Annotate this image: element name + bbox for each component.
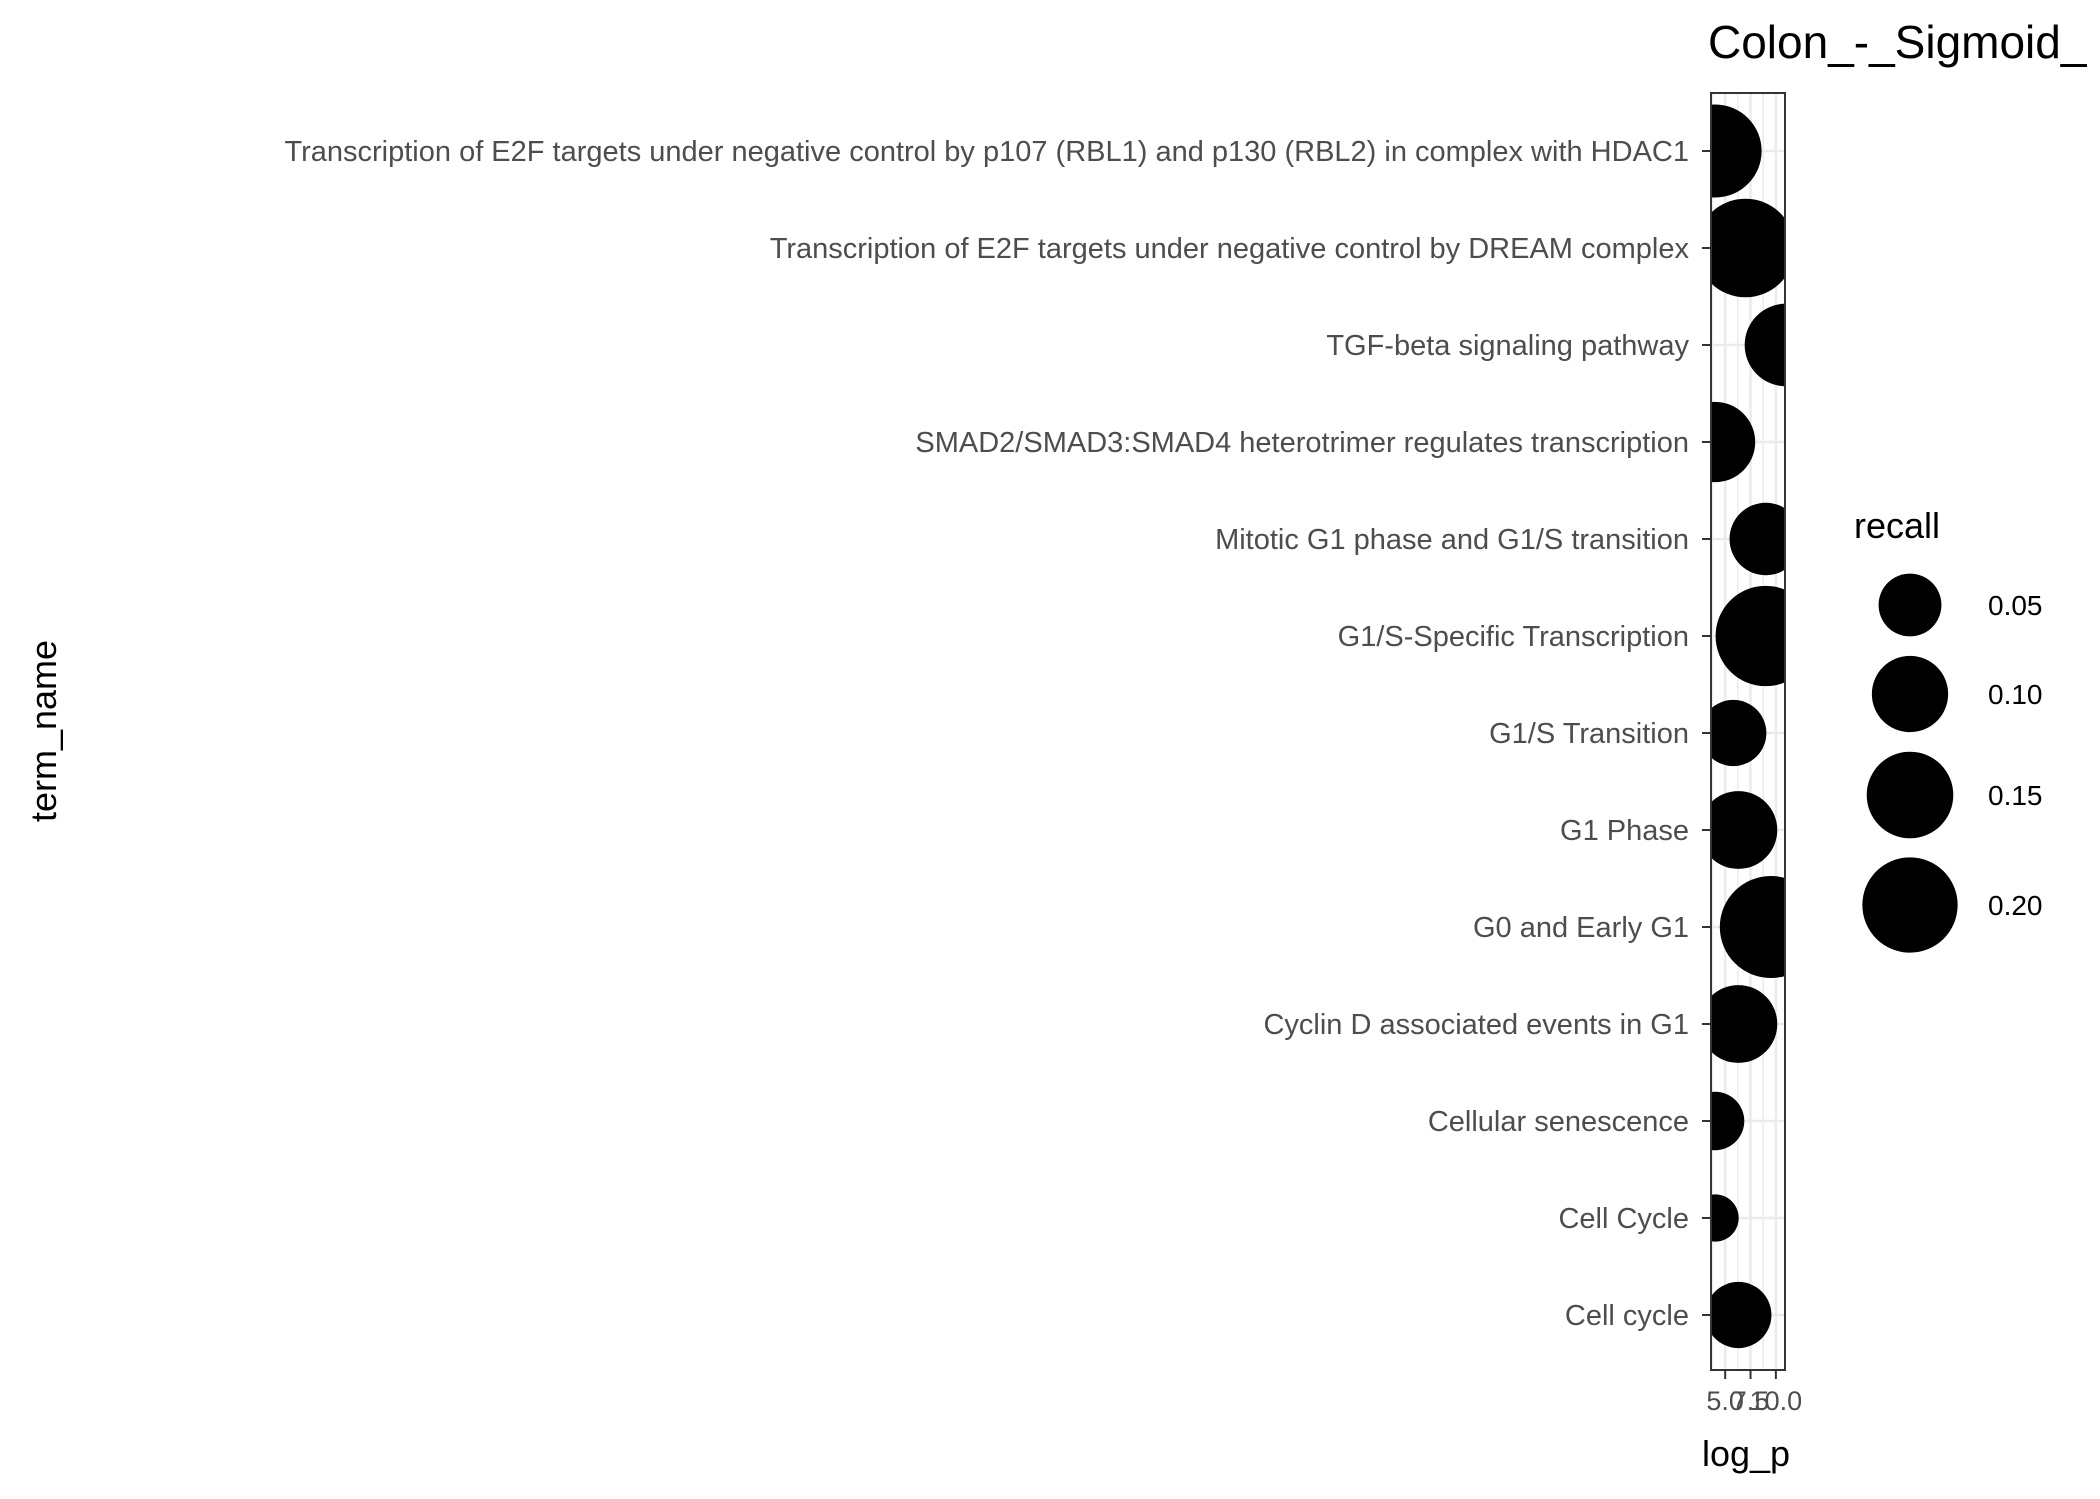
x-tick-label: 10.0 — [1750, 1386, 1803, 1416]
y-tick-label: Cell cycle — [1565, 1300, 1689, 1332]
y-tick-label: G1/S-Specific Transcription — [1338, 621, 1689, 653]
data-points — [1711, 104, 1785, 1349]
x-tick-label: 7.5 — [1732, 1386, 1770, 1416]
legend-label: 0.05 — [1988, 590, 2043, 621]
data-point — [1711, 1091, 1745, 1151]
y-tick-label: Cellular senescence — [1428, 1106, 1689, 1138]
x-tick-label: 5.0 — [1706, 1386, 1744, 1416]
panel-border — [1710, 92, 1786, 1371]
y-tick-label: Transcription of E2F targets under negat… — [284, 136, 1689, 168]
legend-key — [1866, 751, 1954, 839]
data-point — [1744, 303, 1785, 387]
x-axis-title: log_p — [1702, 1433, 1790, 1474]
y-axis-title: term_name — [23, 640, 64, 822]
data-point — [1715, 585, 1785, 687]
chart-title: Colon_-_Sigmoid_ — [1708, 16, 2088, 68]
legend-key — [1871, 655, 1949, 733]
data-point — [1711, 1281, 1772, 1349]
data-point — [1711, 401, 1756, 483]
data-point — [1711, 699, 1767, 767]
y-tick-label: Transcription of E2F targets under negat… — [770, 233, 1690, 265]
data-point — [1719, 876, 1785, 978]
legend-key — [1862, 857, 1958, 953]
legend-label: 0.20 — [1988, 890, 2043, 921]
legend-label: 0.15 — [1988, 780, 2043, 811]
y-axis-labels: Transcription of E2F targets under negat… — [284, 136, 1711, 1332]
y-tick-label: Cyclin D associated events in G1 — [1263, 1009, 1689, 1041]
data-point — [1711, 104, 1762, 198]
y-tick-label: G1 Phase — [1560, 815, 1689, 847]
legend: recall 0.05 0.10 0.15 0.20 — [1854, 505, 2043, 953]
y-tick-label: G0 and Early G1 — [1473, 912, 1689, 944]
legend-label: 0.10 — [1988, 679, 2043, 710]
legend-key — [1878, 573, 1942, 637]
legend-title: recall — [1854, 505, 1940, 546]
data-point — [1711, 198, 1785, 298]
legend-items: 0.05 0.10 0.15 0.20 — [1862, 573, 2043, 953]
y-tick-label: G1/S Transition — [1489, 718, 1689, 750]
y-tick-label: Cell Cycle — [1558, 1203, 1689, 1235]
data-point — [1711, 1194, 1739, 1242]
data-point — [1711, 791, 1778, 869]
x-axis: 5.07.510.0 — [1706, 1370, 1802, 1416]
y-tick-label: SMAD2/SMAD3:SMAD4 heterotrimer regulates… — [915, 427, 1689, 459]
y-tick-label: TGF-beta signaling pathway — [1326, 330, 1689, 362]
data-point — [1729, 502, 1785, 576]
y-tick-label: Mitotic G1 phase and G1/S transition — [1215, 524, 1689, 556]
data-point — [1711, 985, 1778, 1063]
